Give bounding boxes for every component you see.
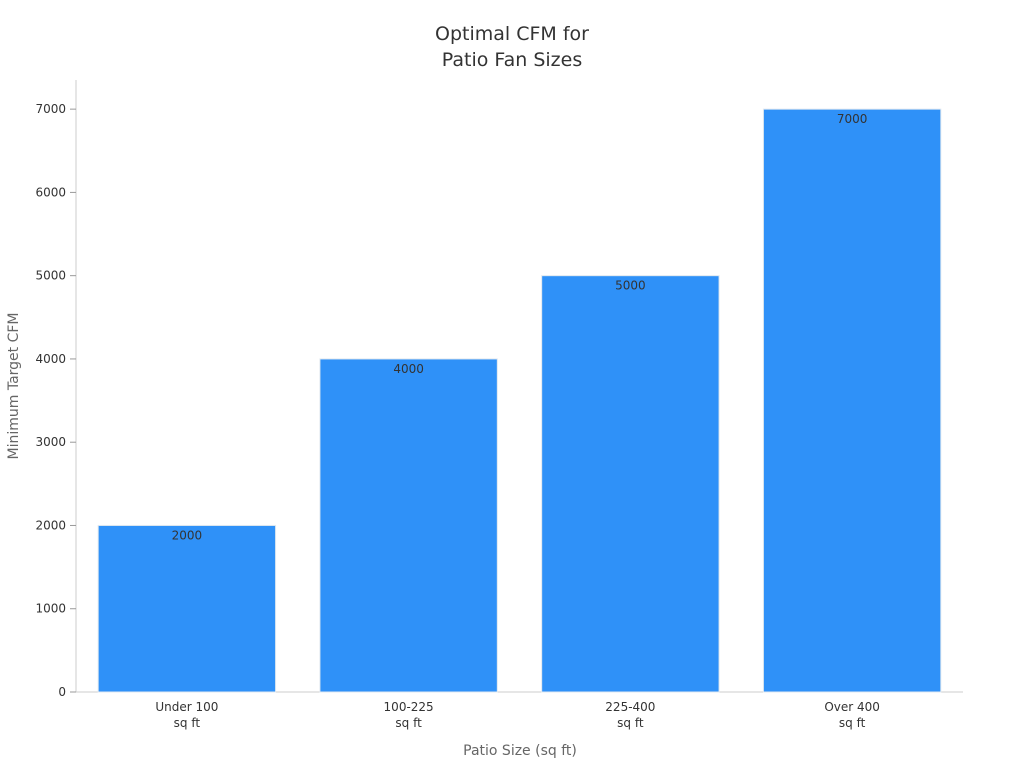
x-tick-label: Over 400 sq ft (824, 700, 880, 730)
y-tick-label: 3000 (35, 435, 66, 449)
value-label: 4000 (393, 362, 424, 376)
value-label: 2000 (172, 528, 203, 542)
y-tick-label: 1000 (35, 602, 66, 616)
y-tick-label: 5000 (35, 269, 66, 283)
x-tick-label: 225-400 sq ft (605, 700, 655, 730)
y-tick-label: 4000 (35, 352, 66, 366)
y-tick-label: 7000 (35, 102, 66, 116)
bar (319, 358, 498, 693)
bar (541, 275, 720, 693)
value-label: 7000 (837, 112, 868, 126)
y-tick-label: 0 (58, 685, 66, 699)
y-axis-title: Minimum Target CFM (6, 313, 22, 460)
bar (97, 524, 277, 693)
x-axis-title: Patio Size (sq ft) (463, 743, 577, 759)
y-tick-label: 2000 (35, 518, 66, 532)
value-label: 5000 (615, 279, 646, 293)
chart-title: Optimal CFM for Patio Fan Sizes (435, 23, 589, 71)
x-tick-label: 100-225 sq ft (384, 700, 434, 730)
y-tick-label: 6000 (35, 185, 66, 199)
x-tick-label: Under 100 sq ft (155, 700, 218, 730)
bar (762, 108, 942, 693)
